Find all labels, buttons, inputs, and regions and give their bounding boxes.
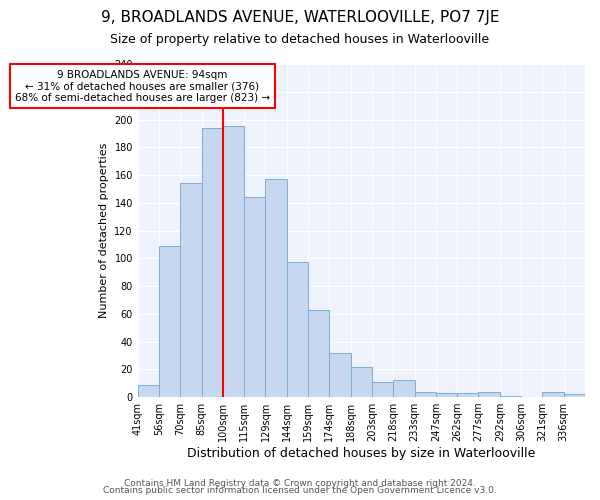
- Text: 9 BROADLANDS AVENUE: 94sqm
← 31% of detached houses are smaller (376)
68% of sem: 9 BROADLANDS AVENUE: 94sqm ← 31% of deta…: [15, 70, 270, 103]
- Bar: [137, 384, 159, 397]
- Bar: [159, 246, 180, 397]
- Bar: [393, 380, 415, 397]
- Bar: [287, 262, 308, 397]
- Y-axis label: Number of detached properties: Number of detached properties: [98, 143, 109, 318]
- Bar: [329, 352, 350, 397]
- Text: Contains HM Land Registry data © Crown copyright and database right 2024.: Contains HM Land Registry data © Crown c…: [124, 478, 476, 488]
- Bar: [244, 197, 265, 397]
- Bar: [500, 396, 521, 397]
- Bar: [563, 394, 585, 397]
- Bar: [542, 392, 563, 397]
- Bar: [436, 393, 457, 397]
- Bar: [478, 392, 500, 397]
- Bar: [180, 184, 202, 397]
- Bar: [372, 382, 393, 397]
- Text: Size of property relative to detached houses in Waterlooville: Size of property relative to detached ho…: [110, 32, 490, 46]
- Bar: [350, 366, 372, 397]
- Bar: [457, 393, 478, 397]
- Bar: [202, 128, 223, 397]
- X-axis label: Distribution of detached houses by size in Waterlooville: Distribution of detached houses by size …: [187, 447, 536, 460]
- Bar: [308, 310, 329, 397]
- Bar: [223, 126, 244, 397]
- Text: Contains public sector information licensed under the Open Government Licence v3: Contains public sector information licen…: [103, 486, 497, 495]
- Bar: [265, 179, 287, 397]
- Bar: [415, 392, 436, 397]
- Text: 9, BROADLANDS AVENUE, WATERLOOVILLE, PO7 7JE: 9, BROADLANDS AVENUE, WATERLOOVILLE, PO7…: [101, 10, 499, 25]
